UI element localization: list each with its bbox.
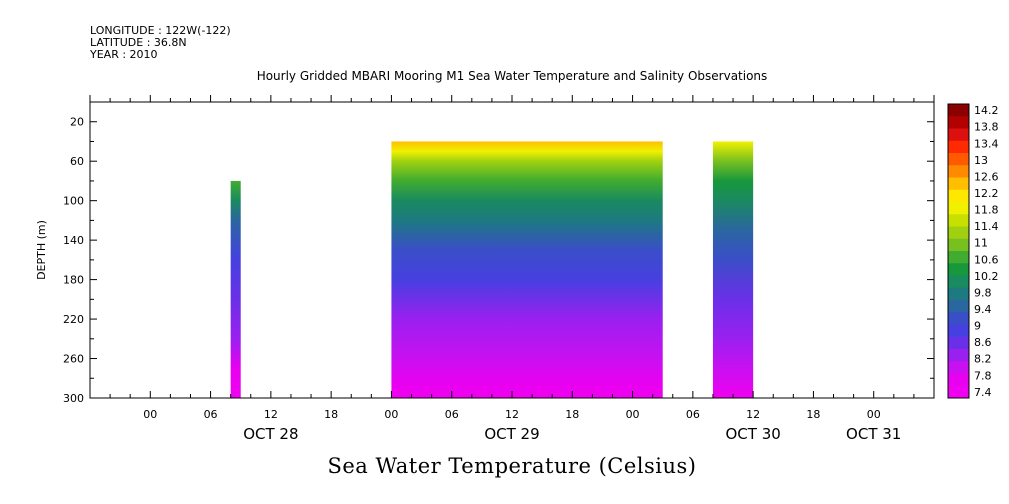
colorbar-label: 10.2 [974, 270, 999, 283]
y-tick-label: 260 [63, 353, 84, 366]
x-day-label: OCT 31 [846, 425, 901, 443]
colorbar-label: 9 [974, 320, 981, 333]
colorbar-label: 7.4 [974, 386, 992, 399]
colorbar-label: 8.6 [974, 336, 992, 349]
temperature-segment [391, 141, 663, 398]
colorbar-label: 11 [974, 237, 988, 250]
colorbar: 14.2 13.8 13.4 13 12.6 12.2 11.8 11.4 11 10.6 10.2… [947, 103, 999, 399]
colorbar-label: 12.2 [974, 187, 999, 200]
x-tick-label: 06 [445, 408, 459, 421]
x-tick-label: 06 [686, 408, 700, 421]
chart-title: Hourly Gridded MBARI Mooring M1 Sea Wate… [256, 69, 768, 83]
y-tick-label: 180 [63, 274, 84, 287]
y-tick-label: 300 [63, 392, 84, 405]
colorbar-swatch [948, 153, 969, 166]
x-tick-label: 18 [324, 408, 338, 421]
y-axis-label: DEPTH (m) [35, 220, 48, 280]
colorbar-label: 12.6 [974, 170, 999, 183]
x-tick-label: 12 [746, 408, 760, 421]
colorbar-label: 13.4 [974, 137, 999, 150]
colorbar-swatch [948, 336, 969, 350]
temperature-segment [712, 141, 754, 398]
colorbar-swatch [948, 373, 969, 387]
colorbar-label: 14.2 [974, 104, 999, 117]
y-tick-label: 20 [70, 116, 84, 129]
x-tick-label: 00 [867, 408, 881, 421]
latitude-label: LATITUDE : 36.8N [90, 36, 187, 49]
year-label: YEAR : 2010 [90, 48, 158, 61]
colorbar-label: 8.2 [974, 353, 992, 366]
x-day-label: OCT 29 [484, 425, 539, 443]
colorbar-label: 11.8 [974, 204, 999, 217]
colorbar-swatch [948, 202, 969, 215]
colorbar-swatch [948, 263, 969, 276]
colorbar-label: 9.8 [974, 286, 992, 299]
colorbar-swatch [948, 287, 969, 301]
x-tick-label: 12 [505, 408, 519, 421]
colorbar-label: 10.6 [974, 253, 999, 266]
colorbar-swatch [948, 238, 969, 252]
x-tick-label: 00 [626, 408, 640, 421]
y-tick-label: 220 [63, 313, 84, 326]
colorbar-label: 11.4 [974, 220, 999, 233]
colorbar-label: 13 [974, 154, 988, 167]
colorbar-swatch [948, 251, 969, 264]
colorbar-swatch [948, 189, 969, 203]
x-day-label: OCT 28 [243, 425, 298, 443]
y-tick-label: 100 [63, 195, 84, 208]
x-tick-label: 00 [143, 408, 157, 421]
colorbar-swatch [948, 300, 969, 313]
x-tick-label: 06 [204, 408, 218, 421]
axes: 00 06 12 18 00 06 12 18 00 06 12 18 00 OCT 28 OCT 29 OC… [63, 95, 935, 443]
colorbar-swatch [948, 349, 969, 362]
colorbar-label: 7.8 [974, 369, 992, 382]
colorbar-swatch [948, 361, 969, 374]
colorbar-swatch [948, 165, 969, 178]
y-tick-label: 60 [70, 155, 84, 168]
colorbar-frame [947, 103, 970, 399]
temperature-segment [230, 180, 241, 398]
plot-data-area [230, 141, 754, 398]
colorbar-swatch [948, 104, 969, 117]
colorbar-swatch [948, 312, 969, 325]
colorbar-swatch [948, 324, 969, 338]
x-tick-label: 00 [384, 408, 398, 421]
x-tick-label: 18 [565, 408, 579, 421]
colorbar-swatch [948, 177, 969, 191]
x-tick-label: 18 [806, 408, 820, 421]
colorbar-label: 13.8 [974, 121, 999, 134]
colorbar-label: 9.4 [974, 303, 992, 316]
colorbar-swatch [948, 128, 969, 142]
y-tick-label: 140 [63, 234, 84, 247]
colorbar-swatch [948, 385, 969, 399]
longitude-label: LONGITUDE : 122W(-122) [90, 24, 231, 37]
colorbar-swatch [948, 275, 969, 289]
x-day-label: OCT 30 [725, 425, 780, 443]
colorbar-swatch [948, 116, 969, 129]
x-tick-label: 12 [264, 408, 278, 421]
colorbar-swatch [948, 226, 969, 240]
colorbar-swatch [948, 214, 969, 227]
colorbar-swatch [948, 140, 969, 154]
chart-footer-variable-label: Sea Water Temperature (Celsius) [327, 454, 697, 478]
